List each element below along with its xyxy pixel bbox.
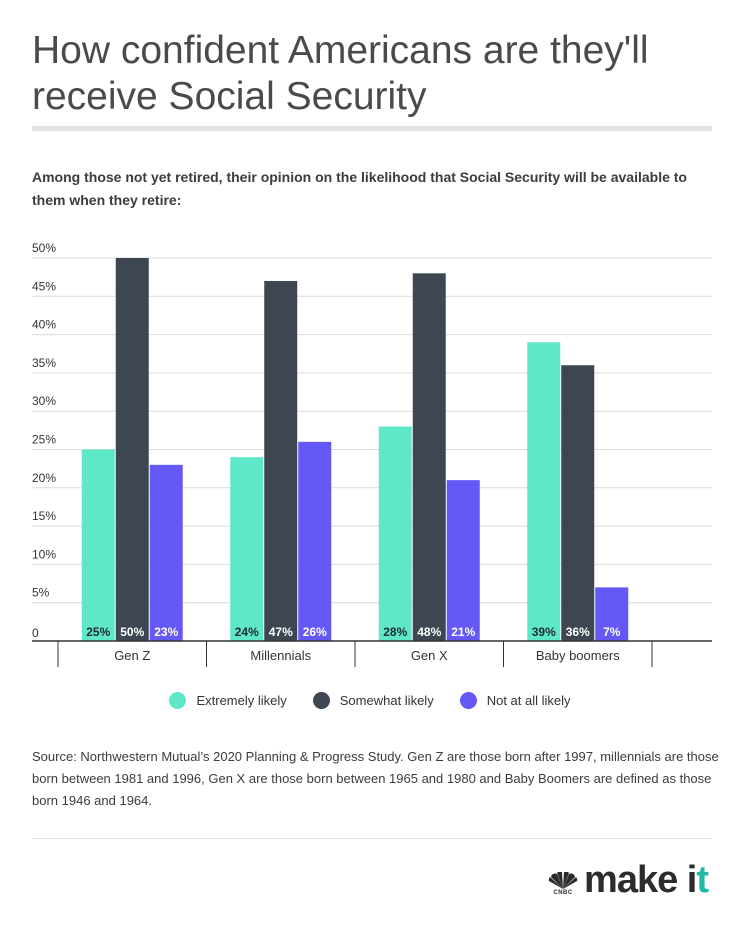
x-category-label: Baby boomers (536, 648, 620, 663)
legend-swatch-somewhat-likely (312, 692, 330, 709)
bar-data-label: 7% (603, 625, 621, 639)
y-tick-label: 40% (32, 318, 56, 332)
cnbc-make-it-logo: CNBC make it (548, 859, 709, 901)
bar (595, 587, 629, 641)
make-it-wordmark: make it (584, 859, 709, 901)
x-category-label: Millennials (250, 648, 311, 663)
y-tick-label: 10% (32, 547, 56, 561)
footer-divider (32, 838, 712, 839)
bar-data-label: 36% (566, 625, 590, 639)
bar (264, 280, 298, 641)
chart-title: How confident Americans are they'll rece… (32, 29, 649, 118)
bar-data-label: 21% (451, 625, 475, 639)
legend-label-extremely-likely: Extremely likely (196, 693, 287, 708)
y-tick-label: 50% (32, 241, 56, 255)
bar (149, 464, 183, 641)
bar-data-label: 26% (303, 625, 327, 639)
y-tick-label: 45% (32, 279, 56, 293)
bar-data-label: 28% (383, 625, 407, 639)
bar-data-label: 48% (417, 625, 441, 639)
x-category-label: Gen Z (114, 648, 150, 663)
bar (561, 365, 595, 641)
bar (378, 426, 412, 641)
bar-chart: 0 5% 10% 15% 20% 25% 30% 35% 40% 45% 50% 25% 50% 23% 2… (32, 241, 712, 667)
legend: Extremely likely Somewhat likely Not at … (0, 692, 740, 709)
legend-label-somewhat-likely: Somewhat likely (339, 693, 434, 708)
make-it-wordmark-end: t (696, 859, 709, 901)
bar (115, 258, 149, 641)
bar (81, 449, 115, 641)
title-divider (32, 126, 712, 131)
bar (412, 273, 446, 641)
legend-item-not-at-all-likely: Not at all likely (459, 692, 571, 709)
y-tick-label: 25% (32, 433, 56, 447)
bar-data-label: 47% (269, 625, 293, 639)
bar (446, 480, 480, 641)
x-category-label: Gen X (411, 648, 448, 663)
bar-data-label: 25% (86, 625, 110, 639)
y-tick-label: 20% (32, 471, 56, 485)
chart-subtitle: Among those not yet retired, their opini… (32, 169, 687, 208)
bar-data-label: 39% (532, 625, 556, 639)
bar-data-label: 23% (154, 625, 178, 639)
y-tick-label: 35% (32, 356, 56, 370)
peacock-icon (548, 872, 578, 889)
bar (298, 441, 332, 641)
y-tick-label: 0 (32, 626, 39, 640)
bar (230, 457, 264, 641)
bar-data-label: 24% (235, 625, 259, 639)
legend-item-somewhat-likely: Somewhat likely (312, 692, 434, 709)
legend-swatch-extremely-likely (169, 692, 187, 709)
cnbc-wordmark: CNBC (553, 890, 573, 896)
legend-label-not-at-all-likely: Not at all likely (486, 693, 571, 708)
bar-data-label: 50% (120, 625, 144, 639)
source-note: Source: Northwestern Mutual’s 2020 Plann… (32, 749, 719, 808)
bar (527, 342, 561, 641)
make-it-wordmark-main: make i (584, 859, 697, 901)
y-tick-label: 5% (32, 586, 50, 600)
legend-item-extremely-likely: Extremely likely (169, 692, 287, 709)
y-tick-label: 30% (32, 394, 56, 408)
cnbc-peacock-mark: CNBC (548, 872, 578, 896)
legend-swatch-not-at-all-likely (459, 692, 477, 709)
y-tick-label: 15% (32, 509, 56, 523)
